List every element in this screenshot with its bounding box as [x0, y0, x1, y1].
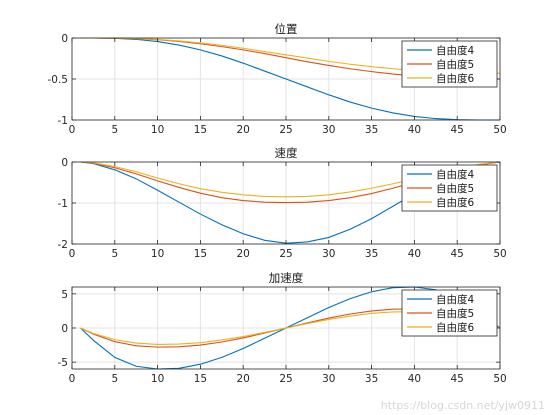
legend-label-3: 自由度6 [436, 196, 474, 209]
subplot-title: 位置 [275, 22, 298, 36]
x-tick-label: 40 [408, 373, 421, 385]
x-tick-label: 45 [451, 124, 464, 136]
x-tick-label: 5 [111, 124, 118, 136]
x-tick-label: 30 [322, 373, 335, 385]
x-tick-label: 50 [493, 373, 506, 385]
subplot-title: 加速度 [269, 271, 304, 285]
x-tick-label: 0 [69, 373, 76, 385]
x-tick-label: 40 [408, 248, 421, 260]
x-tick-label: 30 [322, 124, 335, 136]
x-tick-label: 0 [69, 124, 76, 136]
x-tick-label: 20 [237, 248, 250, 260]
legend-label-1: 自由度4 [436, 168, 474, 181]
x-tick-label: 15 [194, 248, 207, 260]
legend-label-1: 自由度4 [436, 293, 474, 306]
legend-label-2: 自由度5 [436, 58, 474, 71]
subplot-1: 0 5 10 15 20 25 30 35 40 45 50 0 -0.5 -1 位置自由度4自由度5自由度… [48, 22, 507, 136]
x-tick-label: 25 [279, 373, 292, 385]
y-tick-label: -1 [58, 198, 68, 210]
y-tick-label: -5 [58, 357, 68, 369]
x-tick-label: 10 [151, 373, 164, 385]
legend-label-3: 自由度6 [436, 321, 474, 334]
x-tick-label: 10 [151, 124, 164, 136]
y-tick-label: -2 [58, 239, 68, 251]
legend-label-1: 自由度4 [436, 44, 474, 57]
x-tick-label: 20 [237, 373, 250, 385]
series-line-1 [80, 37, 500, 121]
y-tick-label: -0.5 [48, 74, 69, 86]
x-tick-label: 45 [451, 373, 464, 385]
x-tick-label: 25 [279, 124, 292, 136]
x-tick-label: 45 [451, 248, 464, 260]
y-tick-label: 0 [61, 33, 68, 45]
y-tick-label: 5 [61, 289, 68, 301]
y-tick-label: 0 [61, 323, 68, 335]
x-tick-label: 20 [237, 124, 250, 136]
x-tick-label: 35 [365, 124, 378, 136]
x-tick-label: 35 [365, 373, 378, 385]
legend-label-3: 自由度6 [436, 72, 474, 85]
y-tick-label: 0 [61, 157, 68, 169]
watermark: https://blog.csdn.net/yjw0911 [380, 399, 545, 412]
x-tick-label: 15 [194, 373, 207, 385]
y-tick-label: -1 [58, 115, 68, 127]
x-tick-label: 5 [111, 248, 118, 260]
x-tick-label: 15 [194, 124, 207, 136]
x-tick-label: 50 [493, 124, 506, 136]
x-tick-label: 5 [111, 373, 118, 385]
legend-label-2: 自由度5 [436, 182, 474, 195]
subplot-title: 速度 [275, 146, 298, 160]
x-tick-label: 35 [365, 248, 378, 260]
x-tick-label: 10 [151, 248, 164, 260]
x-tick-label: 0 [69, 248, 76, 260]
x-tick-label: 25 [279, 248, 292, 260]
x-tick-label: 30 [322, 248, 335, 260]
x-tick-label: 50 [493, 248, 506, 260]
x-tick-label: 40 [408, 124, 421, 136]
legend-label-2: 自由度5 [436, 307, 474, 320]
